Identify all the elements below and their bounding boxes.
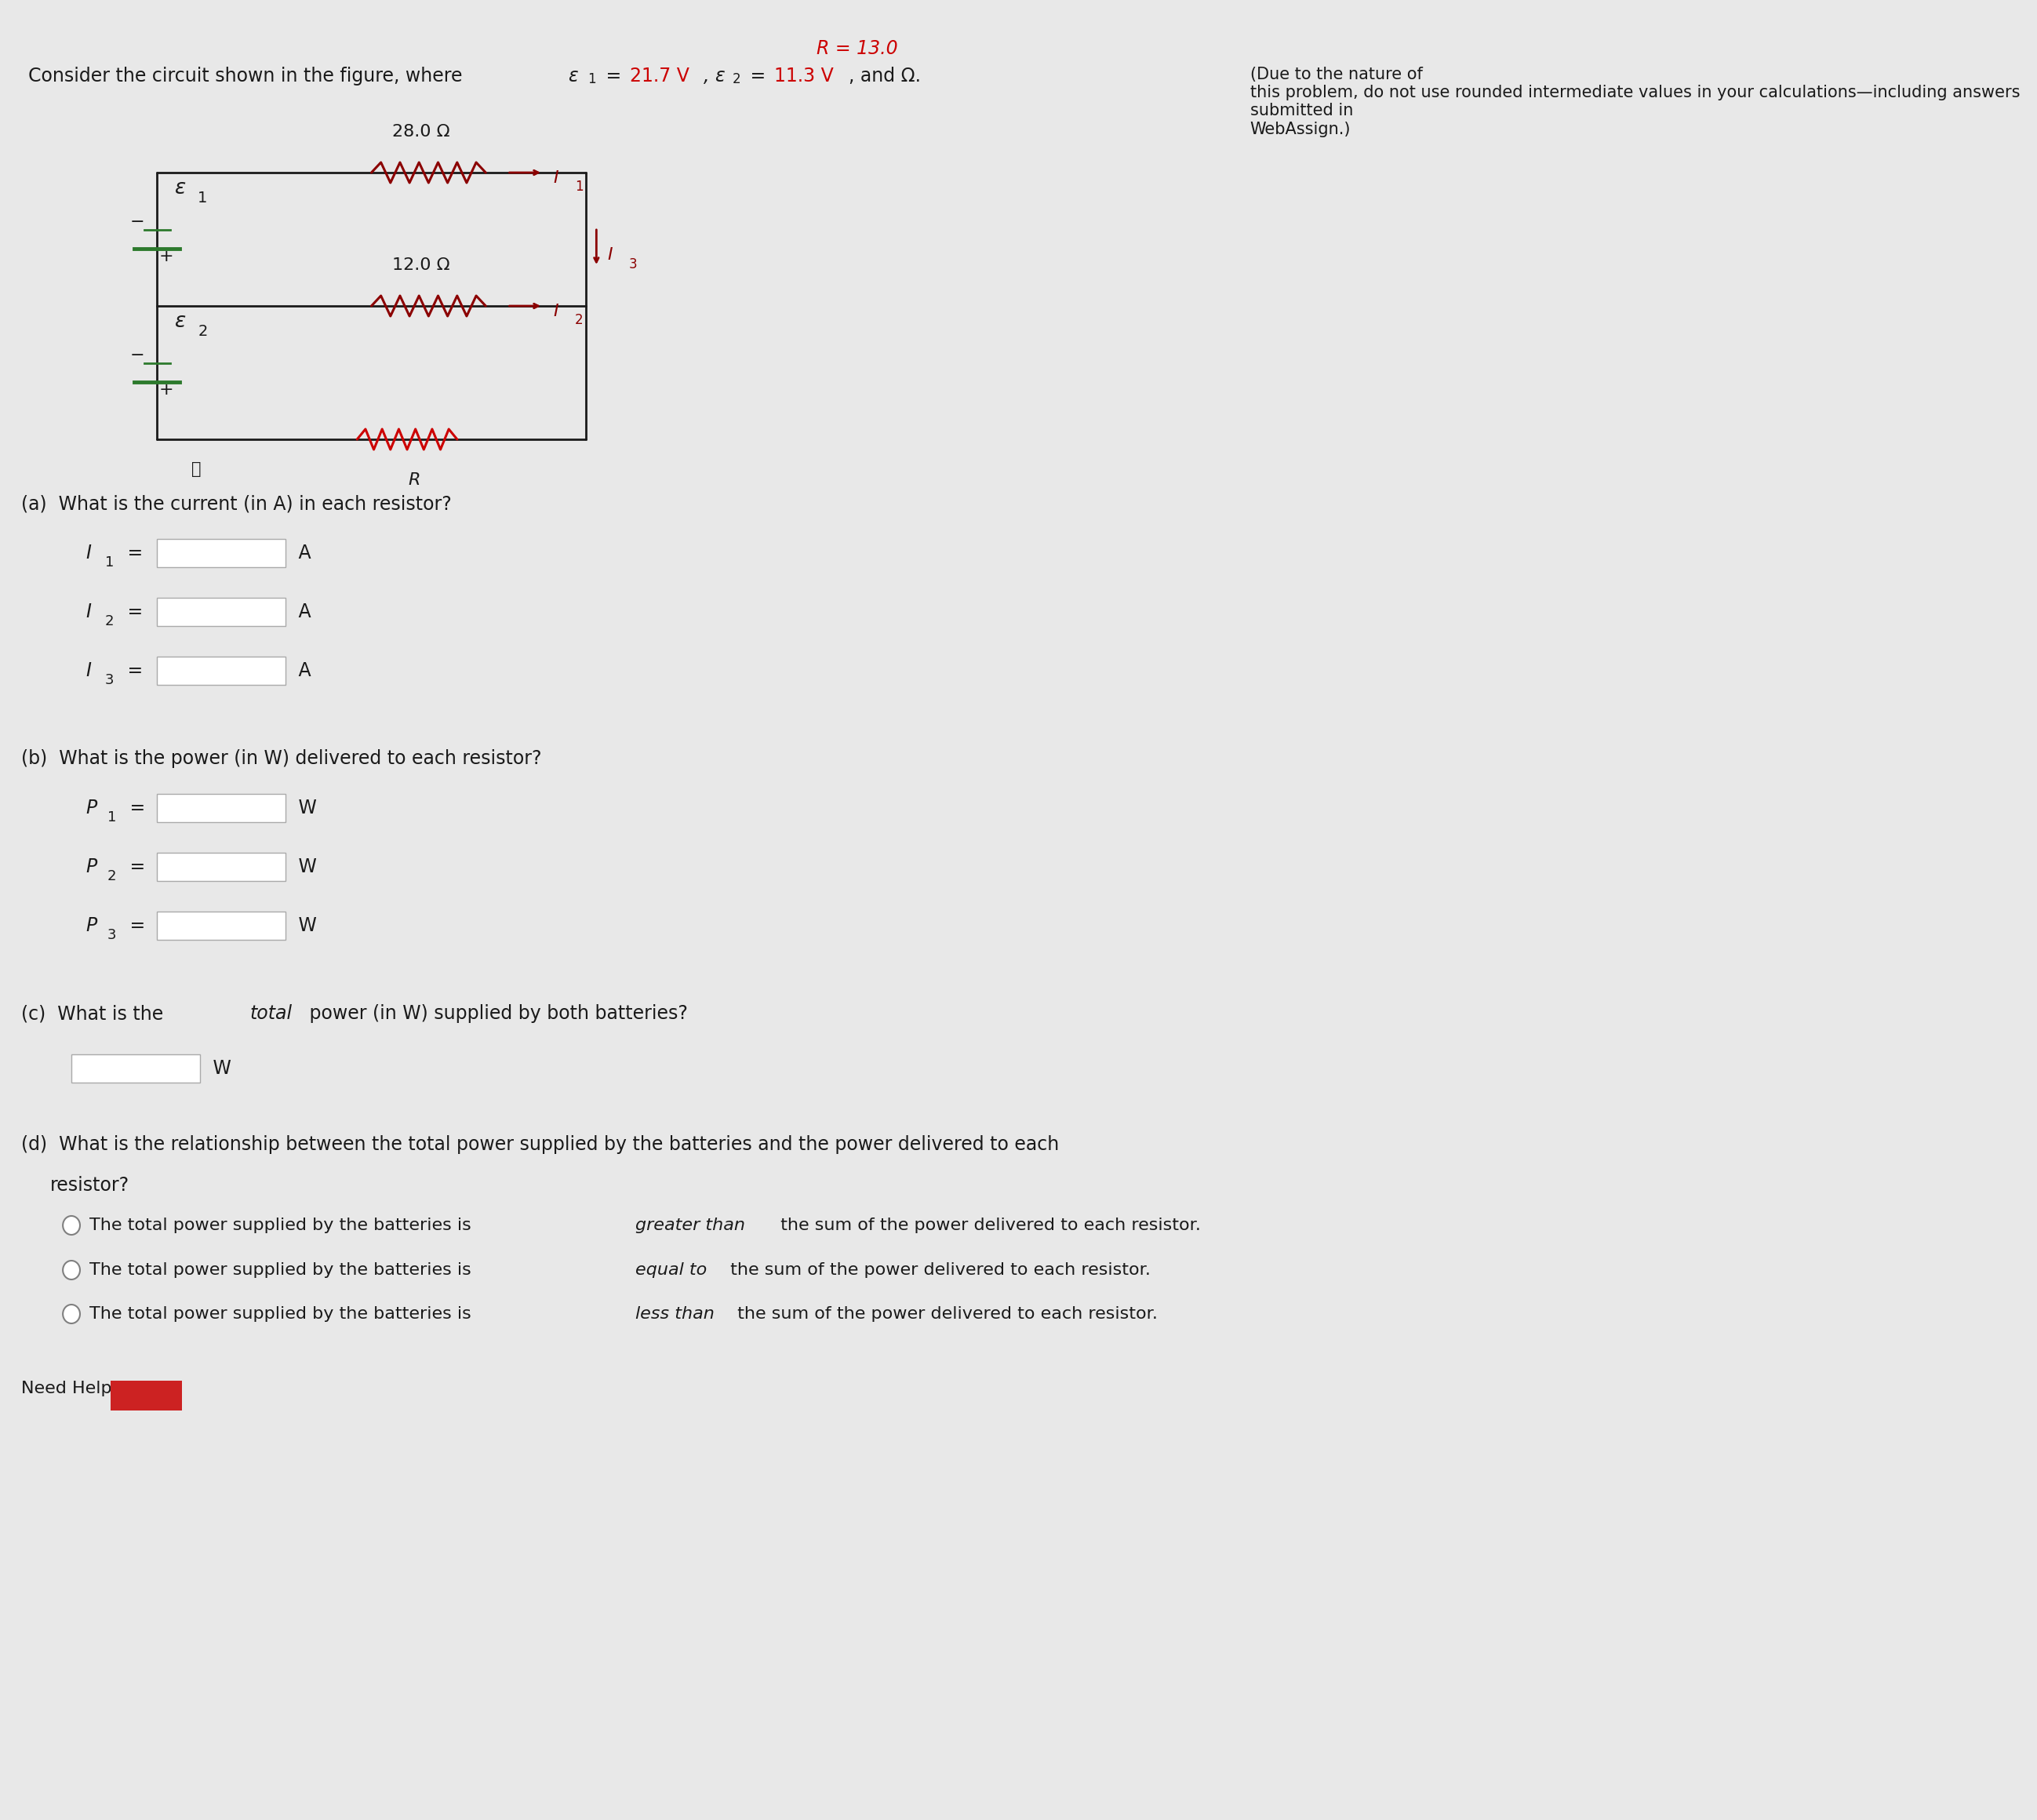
Text: W: W — [293, 857, 318, 875]
Text: the sum of the power delivered to each resistor.: the sum of the power delivered to each r… — [725, 1263, 1151, 1278]
Text: A: A — [293, 602, 312, 621]
Text: 12.0 Ω: 12.0 Ω — [393, 257, 450, 273]
Text: =: = — [122, 661, 149, 681]
Text: less than: less than — [636, 1307, 715, 1321]
Text: 3: 3 — [629, 257, 638, 271]
Text: (b)  What is the power (in W) delivered to each resistor?: (b) What is the power (in W) delivered t… — [22, 750, 542, 768]
Bar — [157, 539, 285, 568]
Bar — [157, 854, 285, 881]
Text: total: total — [251, 1005, 293, 1023]
Text: the sum of the power delivered to each resistor.: the sum of the power delivered to each r… — [731, 1307, 1157, 1321]
Text: power (in W) supplied by both batteries?: power (in W) supplied by both batteries? — [304, 1005, 689, 1023]
Bar — [157, 912, 285, 939]
Text: equal to: equal to — [636, 1263, 707, 1278]
Text: ε: ε — [568, 67, 579, 86]
Text: ε: ε — [175, 311, 185, 331]
Text: +: + — [159, 249, 173, 264]
Text: A: A — [293, 544, 312, 562]
Text: (a)  What is the current (in A) in each resistor?: (a) What is the current (in A) in each r… — [22, 495, 452, 513]
Text: +: + — [159, 382, 173, 399]
Text: greater than: greater than — [636, 1218, 746, 1234]
Text: W: W — [293, 915, 318, 935]
Text: 11.3 V: 11.3 V — [774, 67, 833, 86]
Text: 1: 1 — [589, 73, 597, 86]
Text: I: I — [554, 171, 558, 186]
Bar — [157, 794, 285, 823]
Text: =: = — [124, 915, 151, 935]
Text: =: = — [744, 67, 772, 86]
Text: 3: 3 — [106, 673, 114, 688]
Text: =: = — [124, 857, 151, 875]
Text: (d)  What is the relationship between the total power supplied by the batteries : (d) What is the relationship between the… — [22, 1136, 1059, 1154]
Text: 28.0 Ω: 28.0 Ω — [393, 124, 450, 140]
Text: (Due to the nature of
this problem, do not use rounded intermediate values in yo: (Due to the nature of this problem, do n… — [1251, 67, 2021, 136]
Text: ⓘ: ⓘ — [191, 460, 202, 477]
Text: 1: 1 — [198, 191, 208, 206]
Bar — [157, 597, 285, 626]
Text: the sum of the power delivered to each resistor.: the sum of the power delivered to each r… — [774, 1218, 1200, 1234]
Text: =: = — [601, 67, 627, 86]
Text: =: = — [122, 602, 149, 621]
Text: 2: 2 — [731, 73, 739, 86]
Text: =: = — [124, 799, 151, 817]
Text: I: I — [607, 248, 613, 262]
Text: 1: 1 — [574, 180, 583, 193]
Text: 2: 2 — [574, 313, 583, 328]
Text: 21.7 V: 21.7 V — [629, 67, 689, 86]
Text: R: R — [407, 471, 420, 488]
Text: W: W — [293, 799, 318, 817]
Text: I: I — [86, 602, 92, 621]
Text: 2: 2 — [106, 615, 114, 628]
Text: A: A — [293, 661, 312, 681]
Text: 1: 1 — [108, 810, 116, 824]
Text: W: W — [208, 1059, 232, 1077]
Circle shape — [63, 1261, 79, 1279]
Text: The total power supplied by the batteries is: The total power supplied by the batterie… — [90, 1263, 477, 1278]
Text: R = 13.0: R = 13.0 — [817, 40, 898, 58]
Text: , and Ω.: , and Ω. — [849, 67, 921, 86]
Text: The total power supplied by the batteries is: The total power supplied by the batterie… — [90, 1218, 477, 1234]
Text: Consider the circuit shown in the figure, where: Consider the circuit shown in the figure… — [29, 67, 469, 86]
Text: 2: 2 — [198, 324, 208, 339]
Text: I: I — [554, 304, 558, 318]
Text: 1: 1 — [106, 555, 114, 570]
Bar — [110, 1381, 181, 1410]
Text: 2: 2 — [108, 870, 116, 883]
Circle shape — [63, 1305, 79, 1323]
Text: I: I — [86, 544, 92, 562]
Text: Need Help?: Need Help? — [22, 1381, 122, 1396]
Text: −: − — [130, 215, 145, 229]
Text: =: = — [122, 544, 149, 562]
Circle shape — [63, 1216, 79, 1234]
Bar — [71, 1054, 200, 1083]
Text: ε: ε — [175, 178, 185, 198]
Text: (c)  What is the: (c) What is the — [22, 1005, 169, 1023]
Text: P: P — [86, 915, 98, 935]
Text: 3: 3 — [108, 928, 116, 943]
Text: I: I — [86, 661, 92, 681]
Text: resistor?: resistor? — [51, 1176, 128, 1194]
Text: P: P — [86, 799, 98, 817]
Text: −: − — [130, 348, 145, 364]
Text: The total power supplied by the batteries is: The total power supplied by the batterie… — [90, 1307, 477, 1321]
Text: P: P — [86, 857, 98, 875]
Bar — [157, 657, 285, 684]
Text: , ε: , ε — [703, 67, 725, 86]
